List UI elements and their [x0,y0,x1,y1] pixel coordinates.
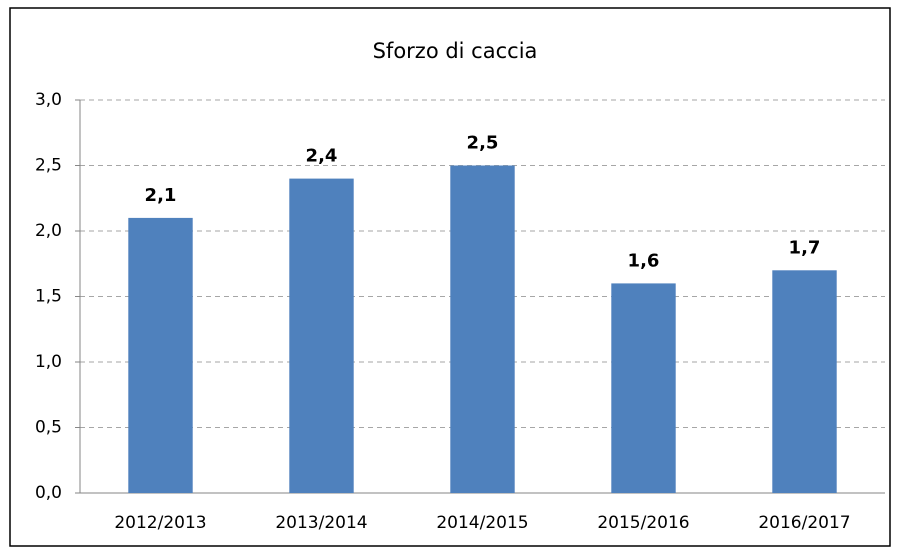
value-label: 2,4 [306,146,338,167]
y-tick-label: 1,0 [35,352,62,372]
bar [772,270,837,493]
x-tick-label: 2015/2016 [597,513,689,533]
x-tick-label: 2016/2017 [758,513,850,533]
y-tick-label: 0,5 [35,418,62,438]
value-label: 1,6 [628,250,660,271]
chart-title: Sforzo di caccia [373,39,538,63]
x-tick-label: 2012/2013 [114,513,206,533]
y-tick-label: 2,5 [35,156,62,176]
y-tick-label: 0,0 [35,483,62,503]
x-tick-label: 2014/2015 [436,513,528,533]
value-label: 1,7 [789,237,821,258]
bar [611,283,676,493]
value-label: 2,5 [467,133,499,154]
y-tick-label: 1,5 [35,287,62,307]
bar [450,165,515,493]
y-tick-label: 3,0 [35,90,62,110]
bar [289,178,354,493]
value-label: 2,1 [145,185,177,206]
y-tick-label: 2,0 [35,221,62,241]
bar [128,217,193,493]
x-tick-label: 2013/2014 [275,513,367,533]
